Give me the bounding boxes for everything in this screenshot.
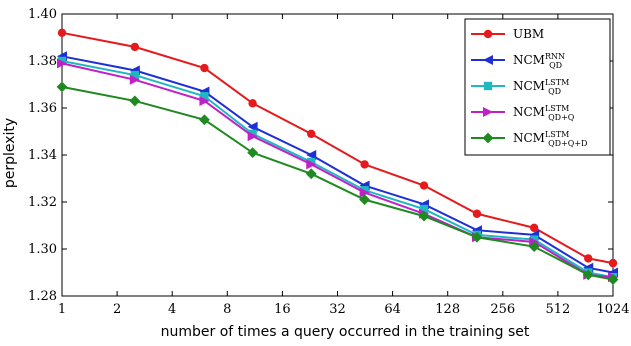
legend-label-sup: RNN xyxy=(545,52,565,61)
legend-item: NCMRNN QD xyxy=(471,52,565,70)
legend-label-name: NCM xyxy=(513,53,545,67)
legend-item: NCMLSTM QD+Q+D xyxy=(471,130,587,148)
x-tick-label: 256 xyxy=(490,302,515,317)
legend-label-sub: QD xyxy=(549,61,562,70)
legend-label-sup: LSTM xyxy=(545,104,569,113)
legend-label: UBM xyxy=(513,27,544,41)
legend-label-name: NCM xyxy=(513,105,545,119)
data-point xyxy=(247,131,258,142)
data-point xyxy=(472,209,482,218)
data-point xyxy=(419,181,429,190)
legend-label-sub: QD+Q xyxy=(548,113,575,122)
data-point xyxy=(199,95,210,106)
data-point xyxy=(306,159,317,170)
data-point xyxy=(129,74,140,85)
legend-item: UBM xyxy=(471,27,544,41)
data-point xyxy=(248,99,257,108)
x-tick-label: 512 xyxy=(545,302,570,317)
data-point xyxy=(200,92,209,101)
data-point xyxy=(200,63,209,73)
legend-label-sup: LSTM xyxy=(545,130,569,139)
data-point xyxy=(607,274,619,285)
legend-marker xyxy=(483,55,493,65)
data-point xyxy=(529,223,539,233)
data-point xyxy=(582,269,594,281)
x-tick-label: 128 xyxy=(435,302,460,317)
data-point xyxy=(57,28,67,37)
legend-item: NCMLSTM QD+Q xyxy=(471,104,575,122)
x-tick-label: 8 xyxy=(223,302,231,317)
legend-marker xyxy=(483,107,493,117)
legend-label-name: NCM xyxy=(513,79,545,93)
data-point xyxy=(247,147,259,159)
legend-marker xyxy=(483,29,493,39)
x-tick-label: 64 xyxy=(384,302,401,317)
legend-label-name: UBM xyxy=(513,27,544,41)
x-tick-label: 1024 xyxy=(596,302,629,317)
data-point xyxy=(307,129,316,139)
data-point xyxy=(306,150,317,160)
y-tick-label: 1.30 xyxy=(28,242,57,257)
data-point xyxy=(360,160,369,169)
data-point xyxy=(56,81,68,93)
legend-item: NCMLSTM QD xyxy=(471,78,569,96)
data-point xyxy=(130,42,140,52)
legend-label-sub: QD xyxy=(548,87,561,96)
x-tick-label: 32 xyxy=(329,302,346,317)
y-tick-label: 1.32 xyxy=(28,195,57,210)
legend-label: NCMLSTM QD+Q+D xyxy=(513,130,587,148)
y-tick-label: 1.38 xyxy=(28,54,57,69)
data-point xyxy=(608,258,618,268)
data-point xyxy=(584,254,593,263)
data-point xyxy=(129,95,141,107)
x-tick-label: 16 xyxy=(274,302,291,317)
legend-label-sup: LSTM xyxy=(545,78,569,87)
data-point xyxy=(419,204,429,214)
data-point xyxy=(359,194,371,206)
data-point xyxy=(359,187,370,198)
data-point xyxy=(199,114,210,126)
legend-label-sub: QD+Q+D xyxy=(548,139,587,148)
series-4 xyxy=(56,81,619,285)
legend-label-name: NCM xyxy=(513,131,545,145)
y-tick-label: 1.36 xyxy=(28,101,57,116)
data-point xyxy=(528,241,540,253)
legend-label: NCMRNN QD xyxy=(513,52,565,70)
data-point xyxy=(305,168,317,180)
legend-label: NCMLSTM QD xyxy=(513,78,569,96)
data-point xyxy=(418,210,430,222)
y-tick-label: 1.40 xyxy=(28,7,57,22)
plot-area: 1.28 1.30 1.32 1.34 1.36 1.38 1.40 1 2 4 8 16 32 64 12… xyxy=(28,7,630,317)
x-tick-label: 2 xyxy=(113,302,121,317)
x-axis-label: number of times a query occurred in the … xyxy=(161,324,530,340)
data-point xyxy=(57,58,67,69)
data-point xyxy=(471,231,483,243)
legend-label: NCMLSTM QD+Q xyxy=(513,104,575,122)
data-point xyxy=(130,70,140,80)
legend-marker xyxy=(482,132,494,144)
y-axis-label: perplexity xyxy=(2,118,18,188)
x-tick-label: 1 xyxy=(58,302,66,317)
x-tick-label: 4 xyxy=(168,302,176,317)
series-0 xyxy=(57,28,618,268)
legend-marker xyxy=(483,81,493,91)
y-tick-label: 1.28 xyxy=(28,289,57,304)
data-point xyxy=(247,121,258,132)
y-tick-label: 1.34 xyxy=(28,148,57,163)
